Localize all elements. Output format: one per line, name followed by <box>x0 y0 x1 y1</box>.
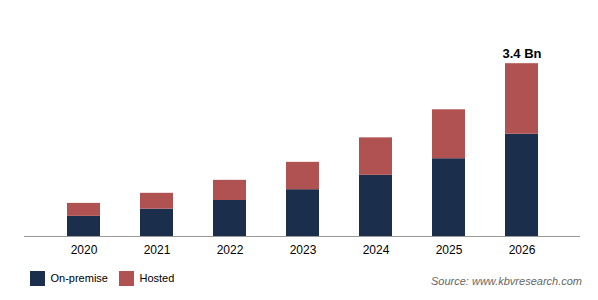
svg-text:2021: 2021 <box>144 243 171 257</box>
svg-text:2026: 2026 <box>509 243 536 257</box>
svg-text:2024: 2024 <box>363 243 390 257</box>
svg-text:2023: 2023 <box>290 243 317 257</box>
svg-text:2025: 2025 <box>436 243 463 257</box>
svg-text:2022: 2022 <box>217 243 244 257</box>
html-text:Source: www.kbvresearch.com: Source: www.kbvresearch.com <box>431 275 582 287</box>
svg-text:3.4 Bn: 3.4 Bn <box>502 46 541 61</box>
html-text:On-premise: On-premise <box>50 272 108 285</box>
svg-text:2020: 2020 <box>71 243 98 257</box>
html-text:Hosted: Hosted <box>139 272 175 285</box>
